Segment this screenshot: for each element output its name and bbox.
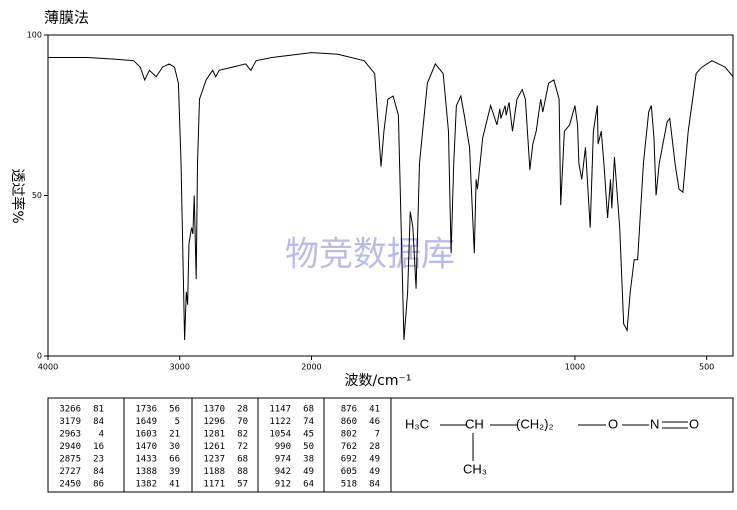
peak-transmittance: 30 (169, 442, 180, 452)
peak-transmittance: 5 (175, 417, 180, 427)
peak-wavenumber: 990 (275, 442, 291, 452)
peak-wavenumber: 1470 (135, 442, 157, 452)
peak-transmittance: 21 (169, 430, 180, 440)
peak-wavenumber: 1370 (203, 405, 225, 415)
x-tick-label: 500 (699, 363, 714, 372)
peak-transmittance: 74 (303, 417, 314, 427)
peak-wavenumber: 1171 (203, 480, 225, 490)
peak-transmittance: 64 (303, 480, 314, 490)
peak-transmittance: 66 (169, 455, 180, 465)
y-tick-label: 100 (27, 31, 42, 40)
peak-wavenumber: 1603 (135, 430, 157, 440)
peak-wavenumber: 1296 (203, 417, 225, 427)
peak-wavenumber: 1147 (269, 405, 291, 415)
structure: H₃C CH (CH₂)₂ O N O CH₃ (405, 416, 699, 476)
peak-transmittance: 84 (369, 480, 380, 490)
peak-transmittance: 23 (93, 455, 104, 465)
peak-transmittance: 28 (237, 405, 248, 415)
y-tick-label: 50 (32, 191, 42, 200)
peak-transmittance: 88 (237, 467, 248, 477)
peak-wavenumber: 860 (341, 417, 357, 427)
peak-transmittance: 45 (303, 430, 314, 440)
peak-transmittance: 84 (93, 467, 104, 477)
chart-title: 薄膜法 (44, 9, 89, 27)
x-tick-label: 4000 (38, 363, 58, 372)
peak-transmittance: 81 (93, 405, 104, 415)
atom: CH₃ (463, 461, 487, 476)
peak-wavenumber: 1261 (203, 442, 225, 452)
atom: O (608, 416, 618, 431)
peak-wavenumber: 942 (275, 467, 291, 477)
peak-wavenumber: 1281 (203, 430, 225, 440)
peak-transmittance: 49 (369, 455, 380, 465)
spectrum-line (48, 52, 734, 340)
peak-transmittance: 49 (303, 467, 314, 477)
x-tick-label: 3000 (170, 363, 190, 372)
atom: O (689, 416, 699, 431)
plot-frame (47, 34, 734, 357)
peak-transmittance: 4 (99, 430, 104, 440)
peak-transmittance: 38 (303, 455, 314, 465)
peak-wavenumber: 1388 (135, 467, 157, 477)
peak-transmittance: 84 (93, 417, 104, 427)
y-tick-label: 0 (37, 352, 42, 361)
y-axis-label: 透过率% (9, 168, 26, 223)
peak-wavenumber: 876 (341, 405, 357, 415)
peak-wavenumber: 1736 (135, 405, 157, 415)
peak-transmittance: 72 (237, 442, 248, 452)
peak-transmittance: 56 (169, 405, 180, 415)
peak-transmittance: 70 (237, 417, 248, 427)
watermark: 物竞数据库 (285, 235, 455, 275)
peak-transmittance: 82 (237, 430, 248, 440)
peak-wavenumber: 2727 (59, 467, 81, 477)
peak-wavenumber: 1433 (135, 455, 157, 465)
peak-wavenumber: 692 (341, 455, 357, 465)
peak-transmittance: 28 (369, 442, 380, 452)
peak-transmittance: 41 (369, 405, 380, 415)
peak-wavenumber: 2450 (59, 480, 81, 490)
peak-wavenumber: 2963 (59, 430, 81, 440)
peak-wavenumber: 802 (341, 430, 357, 440)
peak-transmittance: 50 (303, 442, 314, 452)
peak-transmittance: 49 (369, 467, 380, 477)
peak-wavenumber: 605 (341, 467, 357, 477)
peak-transmittance: 7 (375, 430, 380, 440)
peak-wavenumber: 518 (341, 480, 357, 490)
x-tick-label: 2000 (301, 363, 321, 372)
peak-transmittance: 16 (93, 442, 104, 452)
atom: N (650, 416, 659, 431)
atom: (CH₂)₂ (516, 416, 554, 431)
peak-transmittance: 46 (369, 417, 380, 427)
peak-wavenumber: 1237 (203, 455, 225, 465)
peak-transmittance: 57 (237, 480, 248, 490)
peak-wavenumber: 762 (341, 442, 357, 452)
peak-wavenumber: 912 (275, 480, 291, 490)
peak-wavenumber: 3266 (59, 405, 81, 415)
atom: H₃C (405, 416, 429, 431)
peak-wavenumber: 1122 (269, 417, 291, 427)
peak-wavenumber: 2875 (59, 455, 81, 465)
peak-wavenumber: 3179 (59, 417, 81, 427)
peak-transmittance: 41 (169, 480, 180, 490)
peak-wavenumber: 2940 (59, 442, 81, 452)
peak-wavenumber: 1188 (203, 467, 225, 477)
peak-wavenumber: 1649 (135, 417, 157, 427)
peak-wavenumber: 1382 (135, 480, 157, 490)
peak-transmittance: 68 (303, 405, 314, 415)
x-tick-label: 1000 (565, 363, 585, 372)
peak-transmittance: 68 (237, 455, 248, 465)
peak-transmittance: 86 (93, 480, 104, 490)
atom: CH (465, 416, 484, 431)
x-axis-label: 波数/cm⁻¹ (344, 373, 411, 389)
peak-wavenumber: 974 (275, 455, 291, 465)
peak-wavenumber: 1054 (269, 430, 291, 440)
peak-transmittance: 39 (169, 467, 180, 477)
